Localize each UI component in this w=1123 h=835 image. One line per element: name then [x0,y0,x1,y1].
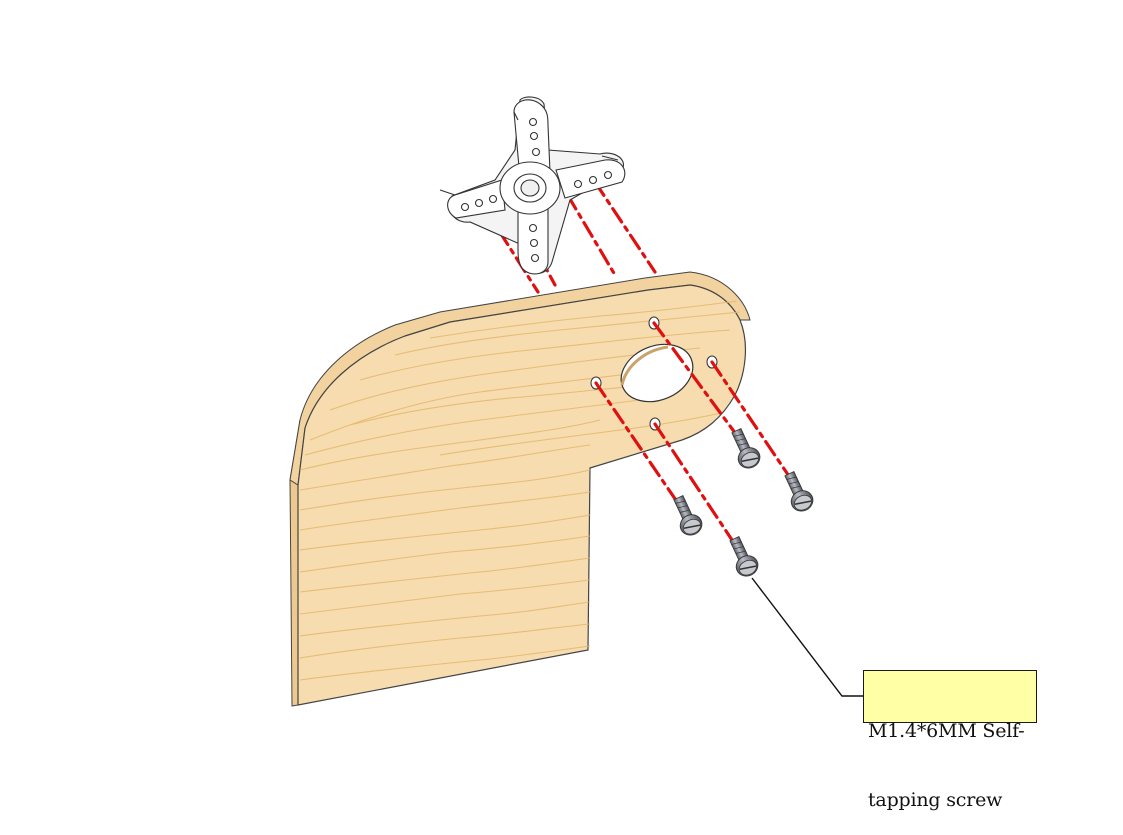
wooden-mounting-plate [289,271,751,707]
guide-line [593,180,657,274]
alignment-guide-lines [480,138,799,554]
assembly-diagram [289,96,864,707]
cross-servo-horn [439,96,626,275]
guide-line [653,422,742,554]
callout-line-2: tapping screw [868,789,1003,811]
callout-line-1: M1.4*6MM Self- [868,720,1025,742]
guide-line [594,381,686,514]
screw-callout-label: M1.4*6MM Self- tapping screw [863,670,1037,811]
self-tapping-screw [673,428,814,577]
wood-grain [299,299,746,681]
plate-center-hole-inner [620,345,669,386]
guide-line [652,321,746,447]
callout-leader-line [751,577,864,697]
guide-line [710,360,799,490]
